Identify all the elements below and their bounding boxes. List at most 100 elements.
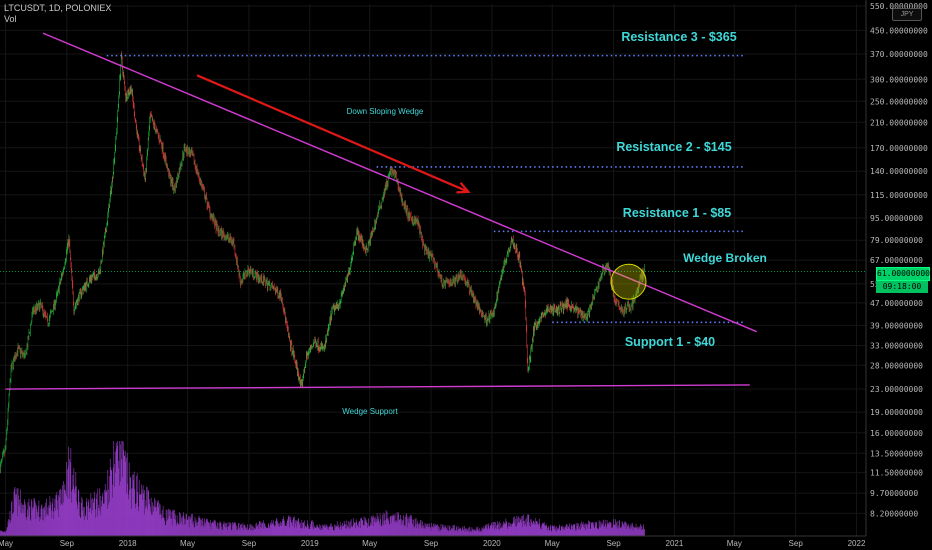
volume-bar [244, 525, 245, 536]
volume-bar [443, 528, 444, 536]
volume-bar [245, 528, 246, 536]
volume-bar [418, 524, 420, 536]
volume-bar [329, 526, 331, 536]
volume-bar [535, 521, 537, 536]
volume-bar [388, 520, 389, 536]
volume-bar [135, 503, 137, 536]
volume-bar [42, 508, 44, 536]
volume-bar [331, 526, 333, 536]
volume-bar [249, 527, 250, 536]
volume-bar [102, 493, 104, 536]
volume-bar [456, 525, 458, 536]
volume-bar [631, 525, 633, 536]
volume-bar [523, 521, 525, 536]
y-tick-label: 79.00000000 [870, 236, 923, 245]
volume-bar [70, 448, 72, 536]
volume-bar [533, 520, 535, 536]
volume-bar [175, 514, 176, 536]
volume-bar [526, 514, 528, 536]
volume-bar [273, 524, 275, 536]
volume-bar [453, 525, 454, 536]
volume-bar [513, 521, 515, 536]
volume-bar [627, 523, 629, 536]
volume-bar [137, 506, 139, 536]
volume-bar [530, 519, 532, 536]
volume-bar [15, 498, 17, 536]
volume-bar [332, 526, 334, 536]
volume-bar [589, 521, 590, 536]
volume-bar [17, 488, 19, 536]
volume-bar [633, 528, 635, 536]
volume-bar [604, 525, 605, 536]
x-tick-label: May [727, 539, 742, 548]
volume-bar [433, 528, 435, 536]
volume-bar [527, 521, 529, 536]
volume-bar [153, 505, 154, 536]
volume-bar [113, 463, 115, 536]
volume-bar [322, 529, 324, 536]
volume-bar [511, 526, 513, 536]
volume-bar [628, 528, 630, 536]
volume-bar [291, 525, 293, 536]
volume-bar [77, 489, 79, 536]
volume-bar [209, 526, 211, 536]
volume-bar [32, 509, 34, 536]
volume-bar [203, 524, 205, 536]
volume-bar [163, 517, 165, 536]
x-tick-label: 2018 [119, 539, 137, 548]
volume-bar [485, 524, 487, 536]
volume-bar [560, 526, 562, 536]
volume-bar [10, 520, 12, 536]
volume-bar [47, 514, 48, 536]
volume-bar [616, 521, 618, 536]
volume-bar [246, 528, 248, 536]
volume-bar [641, 525, 642, 536]
volume-bar [149, 506, 151, 536]
volume-bar [587, 524, 588, 536]
y-tick-label: 450.00000000 [870, 26, 928, 35]
volume-bar [237, 529, 238, 536]
volume-bar [72, 485, 74, 536]
volume-bar [475, 531, 476, 536]
volume-bar [639, 527, 640, 536]
volume-bar [84, 514, 86, 536]
volume-bar [447, 525, 449, 536]
volume-bar [264, 522, 265, 536]
volume-bar [55, 495, 57, 536]
volume-bar [10, 522, 11, 536]
volume-bar [643, 524, 644, 536]
volume-bar [92, 502, 94, 536]
volume-bar [542, 523, 544, 536]
volume-bar [271, 524, 272, 536]
resistance-2-label: Resistance 2 - $145 [616, 140, 731, 154]
volume-bar [414, 519, 416, 536]
volume-bar [550, 524, 552, 536]
volume-bar [448, 531, 450, 536]
volume-bar [490, 525, 492, 536]
volume-bar [619, 520, 620, 536]
volume-bar [380, 519, 381, 536]
volume-bar [230, 523, 232, 536]
volume-bar [45, 516, 47, 536]
volume-bar [253, 527, 255, 536]
volume-bar [479, 528, 480, 536]
volume-bar [292, 518, 294, 536]
volume-bar [568, 526, 570, 536]
volume-bar [488, 523, 489, 536]
volume-bar [284, 526, 286, 536]
volume-bar [596, 528, 598, 536]
volume-bar [223, 523, 224, 536]
volume-bar [415, 524, 416, 536]
currency-badge[interactable]: JPY [892, 8, 922, 21]
volume-bar [422, 521, 423, 536]
volume-bar [56, 495, 57, 536]
volume-bar [383, 520, 385, 536]
volume-bar [499, 528, 501, 536]
volume-bar [185, 514, 187, 536]
volume-bar [582, 522, 584, 536]
volume-bar [320, 528, 322, 536]
volume-bar [450, 530, 451, 536]
volume-bar [403, 515, 404, 536]
volume-bar [46, 498, 47, 536]
